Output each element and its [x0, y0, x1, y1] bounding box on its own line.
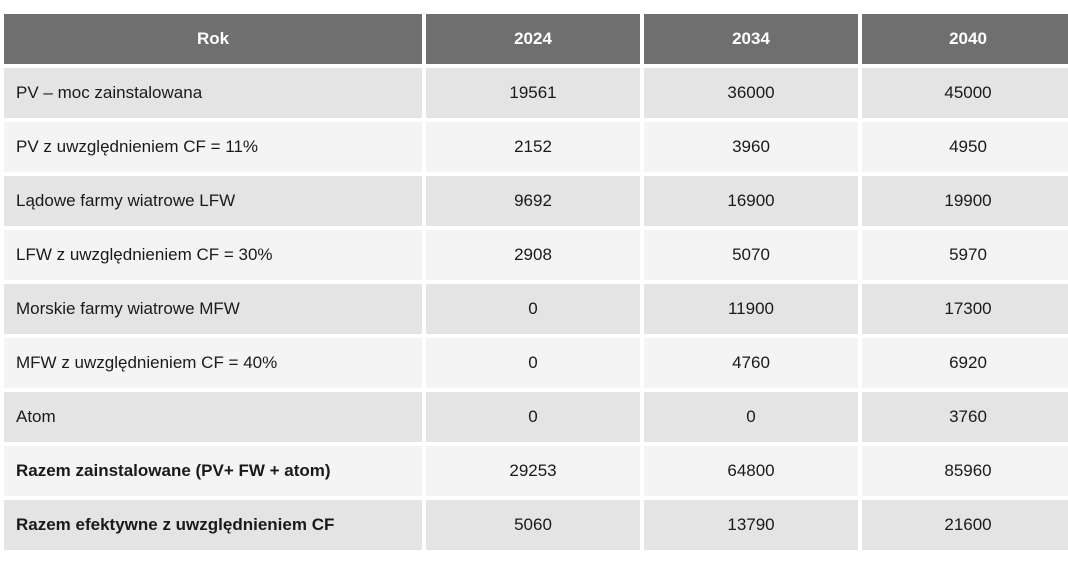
- cell-value: 2908: [426, 230, 640, 280]
- row-label: PV z uwzględnieniem CF = 11%: [4, 122, 422, 172]
- row-label: MFW z uwzględnieniem CF = 40%: [4, 338, 422, 388]
- table-row-total-effective: Razem efektywne z uwzględnieniem CF 5060…: [4, 500, 1068, 550]
- cell-value: 5070: [644, 230, 858, 280]
- row-label: LFW z uwzględnieniem CF = 30%: [4, 230, 422, 280]
- header-cell-2024: 2024: [426, 14, 640, 64]
- header-row: Rok 2024 2034 2040: [4, 14, 1068, 64]
- row-label: Morskie farmy wiatrowe MFW: [4, 284, 422, 334]
- cell-value: 2152: [426, 122, 640, 172]
- cell-value: 19900: [862, 176, 1068, 226]
- table-row: MFW z uwzględnieniem CF = 40% 0 4760 692…: [4, 338, 1068, 388]
- cell-value: 11900: [644, 284, 858, 334]
- row-label: PV – moc zainstalowana: [4, 68, 422, 118]
- cell-value: 21600: [862, 500, 1068, 550]
- header-cell-2034: 2034: [644, 14, 858, 64]
- cell-value: 6920: [862, 338, 1068, 388]
- table-row: Lądowe farmy wiatrowe LFW 9692 16900 199…: [4, 176, 1068, 226]
- cell-value: 16900: [644, 176, 858, 226]
- header-cell-rok: Rok: [4, 14, 422, 64]
- cell-value: 0: [644, 392, 858, 442]
- cell-value: 19561: [426, 68, 640, 118]
- table-row: PV z uwzględnieniem CF = 11% 2152 3960 4…: [4, 122, 1068, 172]
- cell-value: 0: [426, 338, 640, 388]
- table-header: Rok 2024 2034 2040: [4, 14, 1068, 64]
- cell-value: 0: [426, 284, 640, 334]
- table-row: Morskie farmy wiatrowe MFW 0 11900 17300: [4, 284, 1068, 334]
- cell-value: 45000: [862, 68, 1068, 118]
- table-row: Atom 0 0 3760: [4, 392, 1068, 442]
- row-label: Atom: [4, 392, 422, 442]
- cell-value: 9692: [426, 176, 640, 226]
- row-label: Razem zainstalowane (PV+ FW + atom): [4, 446, 422, 496]
- cell-value: 5060: [426, 500, 640, 550]
- cell-value: 0: [426, 392, 640, 442]
- cell-value: 13790: [644, 500, 858, 550]
- cell-value: 85960: [862, 446, 1068, 496]
- header-cell-2040: 2040: [862, 14, 1068, 64]
- cell-value: 29253: [426, 446, 640, 496]
- cell-value: 4760: [644, 338, 858, 388]
- table-row-total-installed: Razem zainstalowane (PV+ FW + atom) 2925…: [4, 446, 1068, 496]
- cell-value: 3960: [644, 122, 858, 172]
- capacity-table: Rok 2024 2034 2040 PV – moc zainstalowan…: [0, 10, 1068, 554]
- row-label: Razem efektywne z uwzględnieniem CF: [4, 500, 422, 550]
- cell-value: 3760: [862, 392, 1068, 442]
- cell-value: 4950: [862, 122, 1068, 172]
- cell-value: 36000: [644, 68, 858, 118]
- table-row: PV – moc zainstalowana 19561 36000 45000: [4, 68, 1068, 118]
- cell-value: 5970: [862, 230, 1068, 280]
- table-body: PV – moc zainstalowana 19561 36000 45000…: [4, 68, 1068, 550]
- cell-value: 64800: [644, 446, 858, 496]
- table-row: LFW z uwzględnieniem CF = 30% 2908 5070 …: [4, 230, 1068, 280]
- cell-value: 17300: [862, 284, 1068, 334]
- row-label: Lądowe farmy wiatrowe LFW: [4, 176, 422, 226]
- data-table-container: Rok 2024 2034 2040 PV – moc zainstalowan…: [0, 10, 1068, 554]
